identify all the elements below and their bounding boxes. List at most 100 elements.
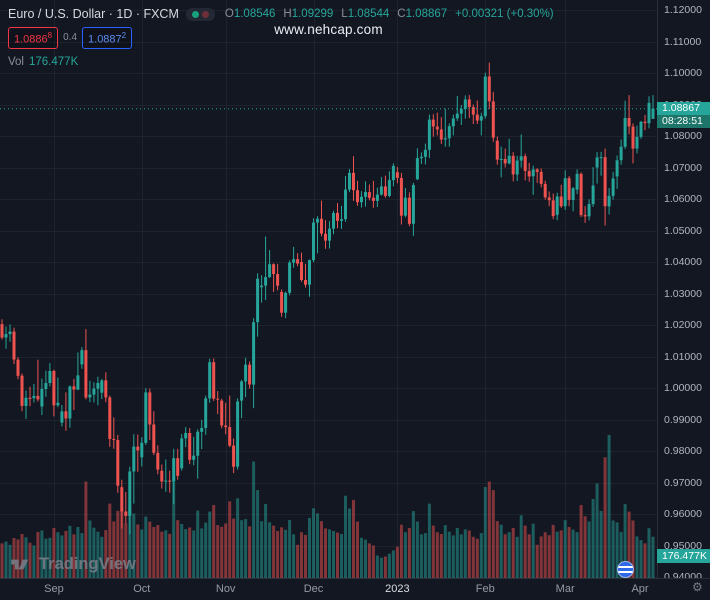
candle-body: [615, 160, 619, 177]
close-pair: C1.08867: [397, 8, 448, 20]
volume-bar: [547, 535, 551, 578]
price-tick-label: 1.11000: [664, 35, 702, 48]
candle-body: [124, 511, 128, 516]
candle-body: [435, 126, 439, 130]
close-value: 1.08867: [405, 8, 448, 20]
volume-bar: [284, 529, 288, 578]
volume-bar: [535, 544, 539, 578]
candle-body: [503, 159, 507, 164]
volume-bar: [379, 557, 383, 578]
candle-body: [583, 215, 587, 217]
volume-bar: [503, 534, 507, 578]
candle-body: [607, 195, 611, 207]
candle-body: [140, 442, 144, 458]
candle-body: [555, 196, 559, 215]
volume-bar: [487, 481, 491, 578]
volume-bar: [439, 534, 443, 578]
candle-body: [459, 108, 463, 114]
candle-body: [643, 121, 647, 124]
volume-bar: [407, 528, 411, 578]
volume-bar: [551, 524, 555, 578]
candle-body: [180, 438, 184, 469]
volume-bar: [431, 525, 435, 578]
volume-bar: [280, 527, 284, 578]
volume-value: 176.477K: [29, 55, 79, 68]
sell-price: 1.0886: [14, 33, 48, 46]
volume-bar: [36, 531, 40, 578]
candle-body: [352, 172, 355, 191]
candle-body: [72, 386, 76, 390]
volume-bar: [423, 533, 427, 578]
candle-body: [336, 212, 339, 221]
price-tick-label: 1.00000: [664, 382, 702, 394]
candle-body: [108, 397, 112, 439]
volume-bar: [587, 521, 591, 578]
tradingview-attribution[interactable]: TradingView: [10, 555, 136, 574]
price-tick-label: 1.04000: [664, 256, 702, 268]
volume-bar: [144, 516, 148, 578]
bar-close-countdown: 08:28:51: [657, 115, 710, 128]
candle-body: [76, 375, 80, 390]
volume-bar: [371, 545, 375, 578]
volume-bar: [72, 534, 76, 578]
market-open-dot-icon: [191, 10, 199, 18]
price-axis[interactable]: 1.120001.110001.100001.090001.080001.070…: [657, 0, 710, 583]
volume-bar: [272, 525, 276, 578]
candle-body: [479, 116, 483, 121]
market-status-toggle[interactable]: [185, 7, 215, 21]
volume-bar: [296, 544, 300, 578]
candle-body: [204, 398, 208, 428]
price-chart[interactable]: [0, 0, 657, 578]
volume-bar: [367, 543, 371, 578]
low-value: 1.08544: [347, 8, 390, 20]
candle-body: [268, 264, 272, 278]
candle-body: [519, 156, 523, 161]
volume-bar: [292, 534, 296, 578]
candle-body: [248, 364, 252, 385]
time-tick-label: Oct: [133, 583, 151, 595]
volume-bar: [599, 510, 603, 578]
volume-bar: [375, 555, 379, 578]
volume-bar: [228, 501, 232, 578]
open-pair: O1.08546: [224, 8, 276, 20]
chart-sticker-icon[interactable]: [617, 561, 634, 578]
volume-bar: [356, 521, 359, 578]
volume-bar: [196, 510, 200, 578]
volume-bar: [332, 531, 335, 578]
candle-body: [292, 259, 296, 263]
candle-body: [591, 185, 595, 205]
candle-body: [104, 380, 108, 398]
market-alt-dot-icon: [201, 10, 209, 18]
volume-bar: [236, 498, 240, 578]
candle-body: [136, 446, 140, 451]
volume-bar: [619, 531, 623, 578]
candle-body: [443, 138, 447, 140]
volume-bar: [463, 529, 467, 578]
candle-body: [611, 178, 615, 196]
volume-bar: [104, 530, 108, 578]
candle-body: [324, 233, 327, 241]
candle-body: [423, 149, 427, 157]
volume-bar: [567, 527, 571, 578]
volume-bar: [320, 521, 323, 578]
symbol-title[interactable]: Euro / U.S. Dollar · 1D · FXCM: [8, 7, 179, 21]
volume-bar: [495, 521, 499, 578]
volume-bar: [383, 556, 387, 578]
candle-body: [64, 411, 68, 419]
candle-body: [272, 264, 276, 274]
price-tick-label: 1.12000: [664, 4, 702, 16]
sell-button[interactable]: 1.08868: [8, 27, 59, 49]
volume-layer: [0, 434, 655, 578]
candle-body: [340, 219, 343, 221]
candle-body: [88, 394, 92, 398]
buy-button[interactable]: 1.08872: [82, 27, 133, 49]
open-value: 1.08546: [233, 8, 276, 20]
candle-body: [112, 439, 116, 440]
time-axis[interactable]: Sep Oct Nov Dec 2023 Feb Mar Apr: [0, 578, 710, 600]
axis-settings-gear-icon[interactable]: ⚙: [692, 580, 703, 594]
volume-bar: [220, 526, 224, 578]
volume-bar: [28, 542, 32, 578]
candle-body: [332, 212, 335, 229]
volume-bar: [148, 521, 152, 578]
candle-body: [344, 189, 347, 220]
